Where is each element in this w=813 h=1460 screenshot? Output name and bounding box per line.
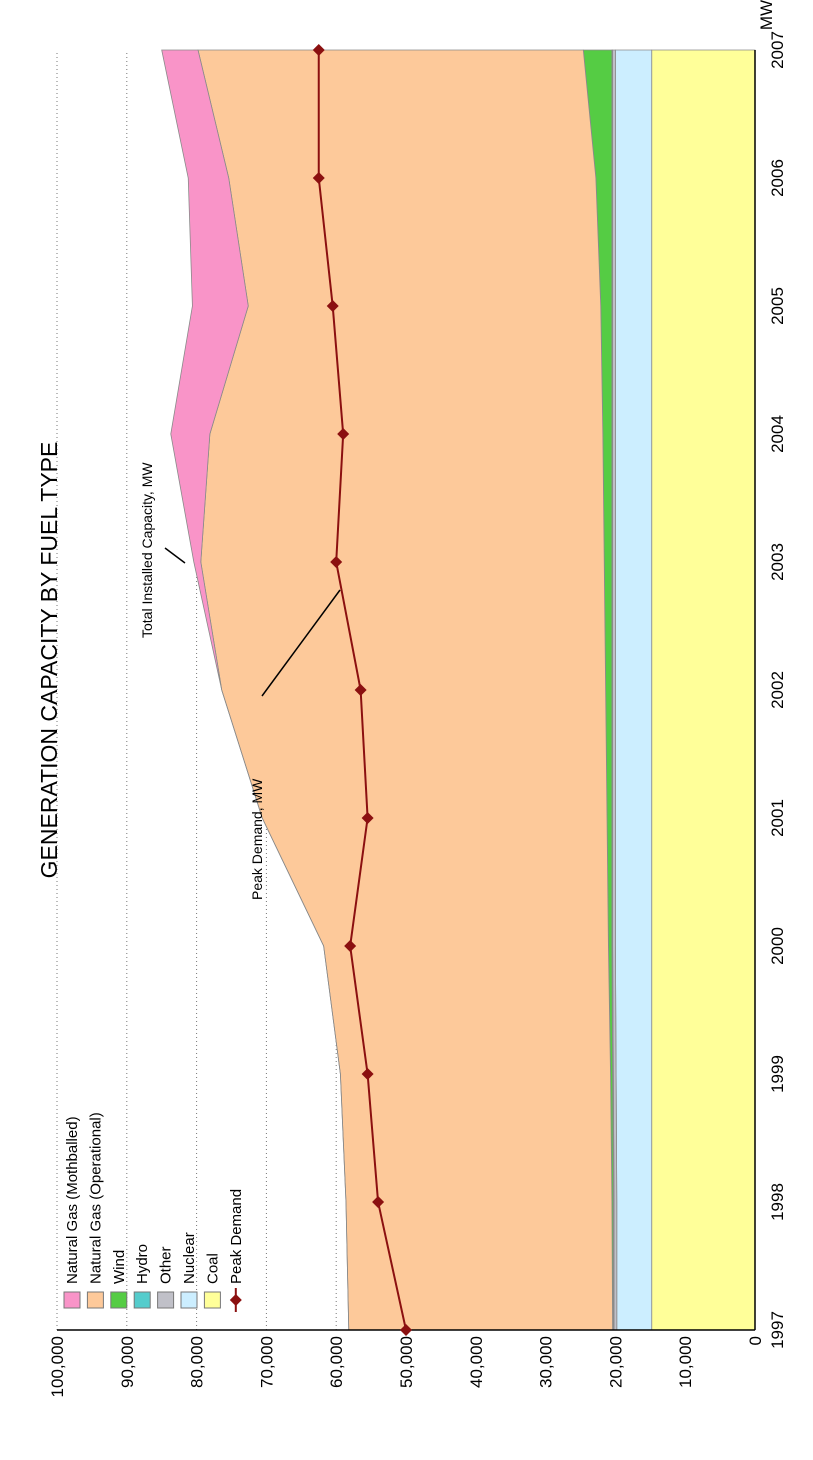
peak-demand-point xyxy=(361,812,374,824)
legend-swatch-wind xyxy=(110,1291,128,1309)
legend: Natural Gas (Mothballed) Natural Gas (Ope… xyxy=(63,1112,245,1312)
tick-labels: 0 10,000 20,000 30,000 40,000 50,000 60,000 70,… xyxy=(48,31,787,1397)
peak-demand-line xyxy=(312,44,412,1336)
annotations: Total Installed Capacity, MW Peak Demand,… xyxy=(139,462,341,900)
y-tick-label: 90,000 xyxy=(118,1336,137,1388)
legend-label-coal: Coal xyxy=(204,1253,221,1284)
legend-label-hydro: Hydro xyxy=(134,1244,151,1284)
x-tick-label: 2007 xyxy=(768,31,787,69)
y-axis-label: MW xyxy=(757,0,776,30)
y-tick-label: 40,000 xyxy=(467,1336,486,1388)
y-tick-label: 60,000 xyxy=(327,1336,346,1388)
legend-swatch-natural-gas-mothballed xyxy=(63,1291,81,1309)
peak-demand-point xyxy=(330,556,343,568)
y-tick-label: 100,000 xyxy=(48,1336,67,1397)
y-tick-label: 30,000 xyxy=(537,1336,556,1388)
legend-label-peak-demand: Peak Demand xyxy=(228,1189,245,1284)
y-tick-label: 70,000 xyxy=(257,1336,276,1388)
legend-label-wind: Wind xyxy=(111,1250,128,1284)
peak-demand-point xyxy=(337,428,350,440)
x-tick-label: 2000 xyxy=(768,927,787,965)
area-natural-gas-mothballed xyxy=(161,49,350,1331)
y-tick-label: 0 xyxy=(746,1336,765,1345)
peak-demand-point xyxy=(312,44,325,56)
stacked-areas xyxy=(161,49,756,1331)
chart-title: GENERATION CAPACITY BY FUEL TYPE xyxy=(36,442,62,879)
peak-demand-point xyxy=(400,1324,412,1336)
legend-swatch-hydro xyxy=(133,1291,151,1309)
y-tick-label: 50,000 xyxy=(397,1336,416,1388)
area-nuclear xyxy=(615,49,653,1331)
legend-label-nuclear: Nuclear xyxy=(181,1232,198,1284)
x-tick-label: 2005 xyxy=(768,287,787,325)
annotation-total-capacity: Total Installed Capacity, MW xyxy=(139,462,155,638)
peak-demand-point xyxy=(344,940,357,952)
legend-swatch-coal xyxy=(203,1291,221,1309)
x-tick-label: 2001 xyxy=(768,799,787,837)
peak-demand-point xyxy=(354,684,367,696)
legend-swatch-natural-gas-operational xyxy=(86,1291,104,1309)
x-tick-label: 2003 xyxy=(768,543,787,581)
annotation-leader-peak xyxy=(261,589,341,697)
annotation-peak-demand: Peak Demand, MW xyxy=(249,778,265,900)
peak-demand-point xyxy=(312,172,325,184)
x-tick-label: 1997 xyxy=(768,1311,787,1349)
x-tick-label: 1999 xyxy=(768,1055,787,1093)
x-tick-label: 2004 xyxy=(768,415,787,453)
legend-label-natural-gas-operational: Natural Gas (Operational) xyxy=(87,1112,104,1284)
annotation-leader-total xyxy=(164,547,186,564)
peak-demand-point xyxy=(326,300,339,312)
x-tick-label: 2006 xyxy=(768,159,787,197)
legend-label-natural-gas-mothballed: Natural Gas (Mothballed) xyxy=(64,1116,81,1284)
legend-marker-peak-demand xyxy=(229,1294,242,1306)
y-tick-label: 10,000 xyxy=(676,1336,695,1388)
legend-swatch-other xyxy=(157,1291,175,1309)
rotated-chart-group: 0 10,000 20,000 30,000 40,000 50,000 60,000 70,… xyxy=(36,0,787,1397)
area-natural-gas-operational xyxy=(197,49,614,1331)
legend-label-other: Other xyxy=(158,1246,175,1284)
area-coal xyxy=(651,49,756,1331)
y-tick-label: 20,000 xyxy=(606,1336,625,1388)
x-tick-label: 2002 xyxy=(768,671,787,709)
legend-swatch-nuclear xyxy=(180,1291,198,1309)
peak-demand-point xyxy=(372,1196,385,1208)
peak-demand-point xyxy=(361,1068,374,1080)
x-tick-label: 1998 xyxy=(768,1183,787,1221)
y-tick-label: 80,000 xyxy=(188,1336,207,1388)
